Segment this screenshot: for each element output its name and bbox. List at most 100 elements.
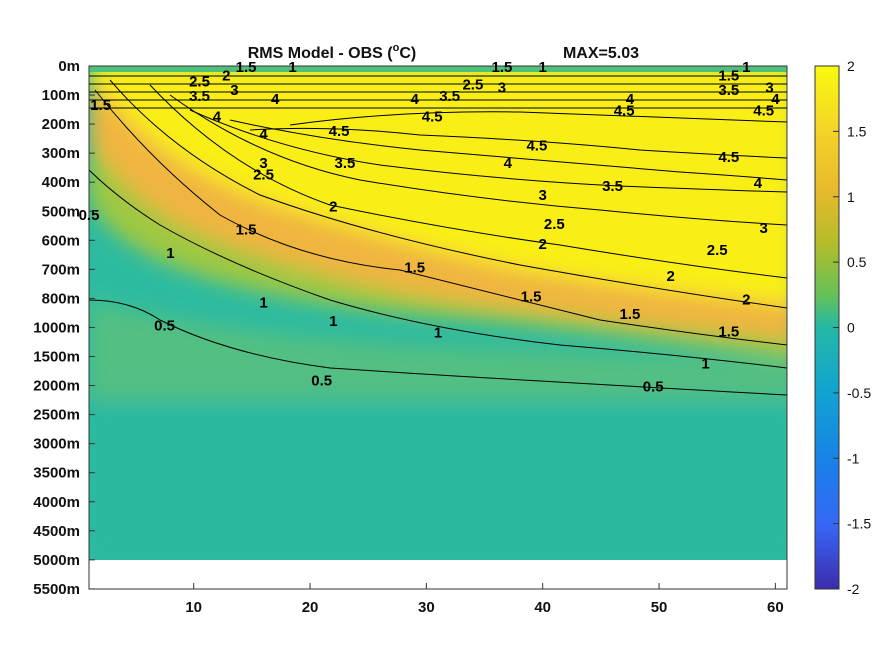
contour-label: 2 [222,68,230,85]
contour-line [149,84,787,279]
colorbar-ticks: 2 1.5 1 0.5 0 -0.5 -1 -1.5 -2 [833,58,871,597]
contour-label: 1.5 [521,288,542,305]
contour-label: 4 [271,91,280,108]
contour-label: 2.5 [253,166,274,183]
contour-label: 4.5 [526,137,547,154]
contour-label: 4 [626,91,635,108]
contour-label: 4.5 [329,123,350,140]
chart-title-degree: o [393,42,400,54]
contour-label: 1 [259,294,267,311]
contour-label: 2.5 [707,242,728,259]
contour-label: 1.5 [718,323,739,340]
contour-label: 4 [213,108,222,125]
contour-label: 4.5 [422,108,443,125]
contour-label: 2.5 [189,74,210,91]
contour-label: 4 [771,91,780,108]
contour-label: 3 [259,155,267,172]
contour-label: 3 [765,79,773,96]
y-tick-label: 2000m [33,378,80,395]
contour-label: 1.5 [236,222,257,239]
y-tick-label: 5000m [33,552,80,569]
field-green-transition [89,300,787,400]
colorbar-tick-label: -1.5 [847,516,871,532]
x-tick-label: 60 [767,599,784,616]
x-tick-label: 50 [651,599,668,616]
contour-label: 4 [504,155,513,172]
y-tick-label: 1000m [33,319,80,336]
max-value-label: MAX=5.03 [563,45,639,62]
colorbar-tick-label: -0.5 [847,385,871,401]
contour-label: 3.5 [189,88,210,105]
contour-line [289,111,787,126]
contour-line [189,109,787,193]
contour-label: 1.5 [236,59,257,76]
contour-label: 4 [259,126,268,143]
contour-label: 2 [742,291,750,308]
y-tick-label: 300m [42,145,80,162]
chart-title-unit: C) [399,45,416,62]
contour-line [89,169,787,369]
x-tick-label: 30 [418,599,435,616]
chart-title: RMS Model - OBS (oC) [248,42,417,62]
y-tick-label: 4500m [33,523,80,540]
x-axis-ticks: 10 20 30 40 50 60 [185,583,784,616]
contour-line [229,119,787,181]
y-tick-label: 3000m [33,436,80,453]
colorbar: 2 1.5 1 0.5 0 -0.5 -1 -1.5 -2 [814,58,871,597]
y-tick-label: 800m [42,290,80,307]
y-tick-label: 5500m [33,581,80,598]
contour-label: 1.5 [492,59,513,76]
contour-label: 1 [166,245,174,262]
y-axis-ticks: 0m 100m 200m 300m 400m 500m 600m 700m 800m 1000m 1… [33,58,95,598]
contour-label: 1 [539,59,547,76]
contour-label: 2.5 [544,216,565,233]
chart-title-main: RMS Model - OBS ( [248,45,394,62]
contour-label: 2 [539,236,547,253]
colorbar-tick-label: 0 [847,320,855,336]
contour-label: 1.5 [90,97,111,114]
contour-label: 3 [230,82,238,99]
contour-label: 3 [760,220,768,237]
y-tick-label: 700m [42,261,80,278]
contour-label: 0.5 [643,379,664,396]
y-tick-label: 0m [58,58,80,75]
y-tick-label: 500m [42,203,80,220]
field-teal-bottom [89,380,787,560]
colorbar-tick-label: 2 [847,58,855,74]
contour-line [249,127,787,159]
field-yellow-core [89,66,787,304]
contour-label: 1 [434,325,442,342]
contour-label: 1 [742,59,750,76]
field-surface-strip [89,66,787,72]
colorbar-tick-label: 1 [847,189,855,205]
contour-label: 1 [329,313,337,330]
field-blend [89,66,787,560]
y-tick-label: 100m [42,87,80,104]
colorbar-tick-label: 0.5 [847,254,867,270]
contour-label: 4 [754,175,763,192]
contour-lines [89,75,787,396]
colorbar-tick-label: 1.5 [847,123,867,139]
contour-label: 4.5 [753,103,774,120]
contour-label: 1.5 [620,306,641,323]
contour-line [89,299,787,396]
contour-label: 0.5 [79,207,100,224]
contour-label: 2.5 [462,76,483,93]
contour-label: 3 [498,79,506,96]
contour-label: 0.5 [154,318,175,335]
contour-label: 3 [539,187,547,204]
contour-label: 3.5 [439,88,460,105]
y-tick-label: 1500m [33,349,80,366]
y-tick-label: 600m [42,232,80,249]
contour-label: 0.5 [311,373,332,390]
colorbar-tick-label: -2 [847,581,860,597]
contour-line [94,89,787,346]
contour-label: 2 [666,268,674,285]
y-tick-label: 400m [42,174,80,191]
colorbar-tick-label: -1 [847,450,860,466]
contour-label: 3.5 [718,82,739,99]
x-tick-label: 20 [302,599,319,616]
